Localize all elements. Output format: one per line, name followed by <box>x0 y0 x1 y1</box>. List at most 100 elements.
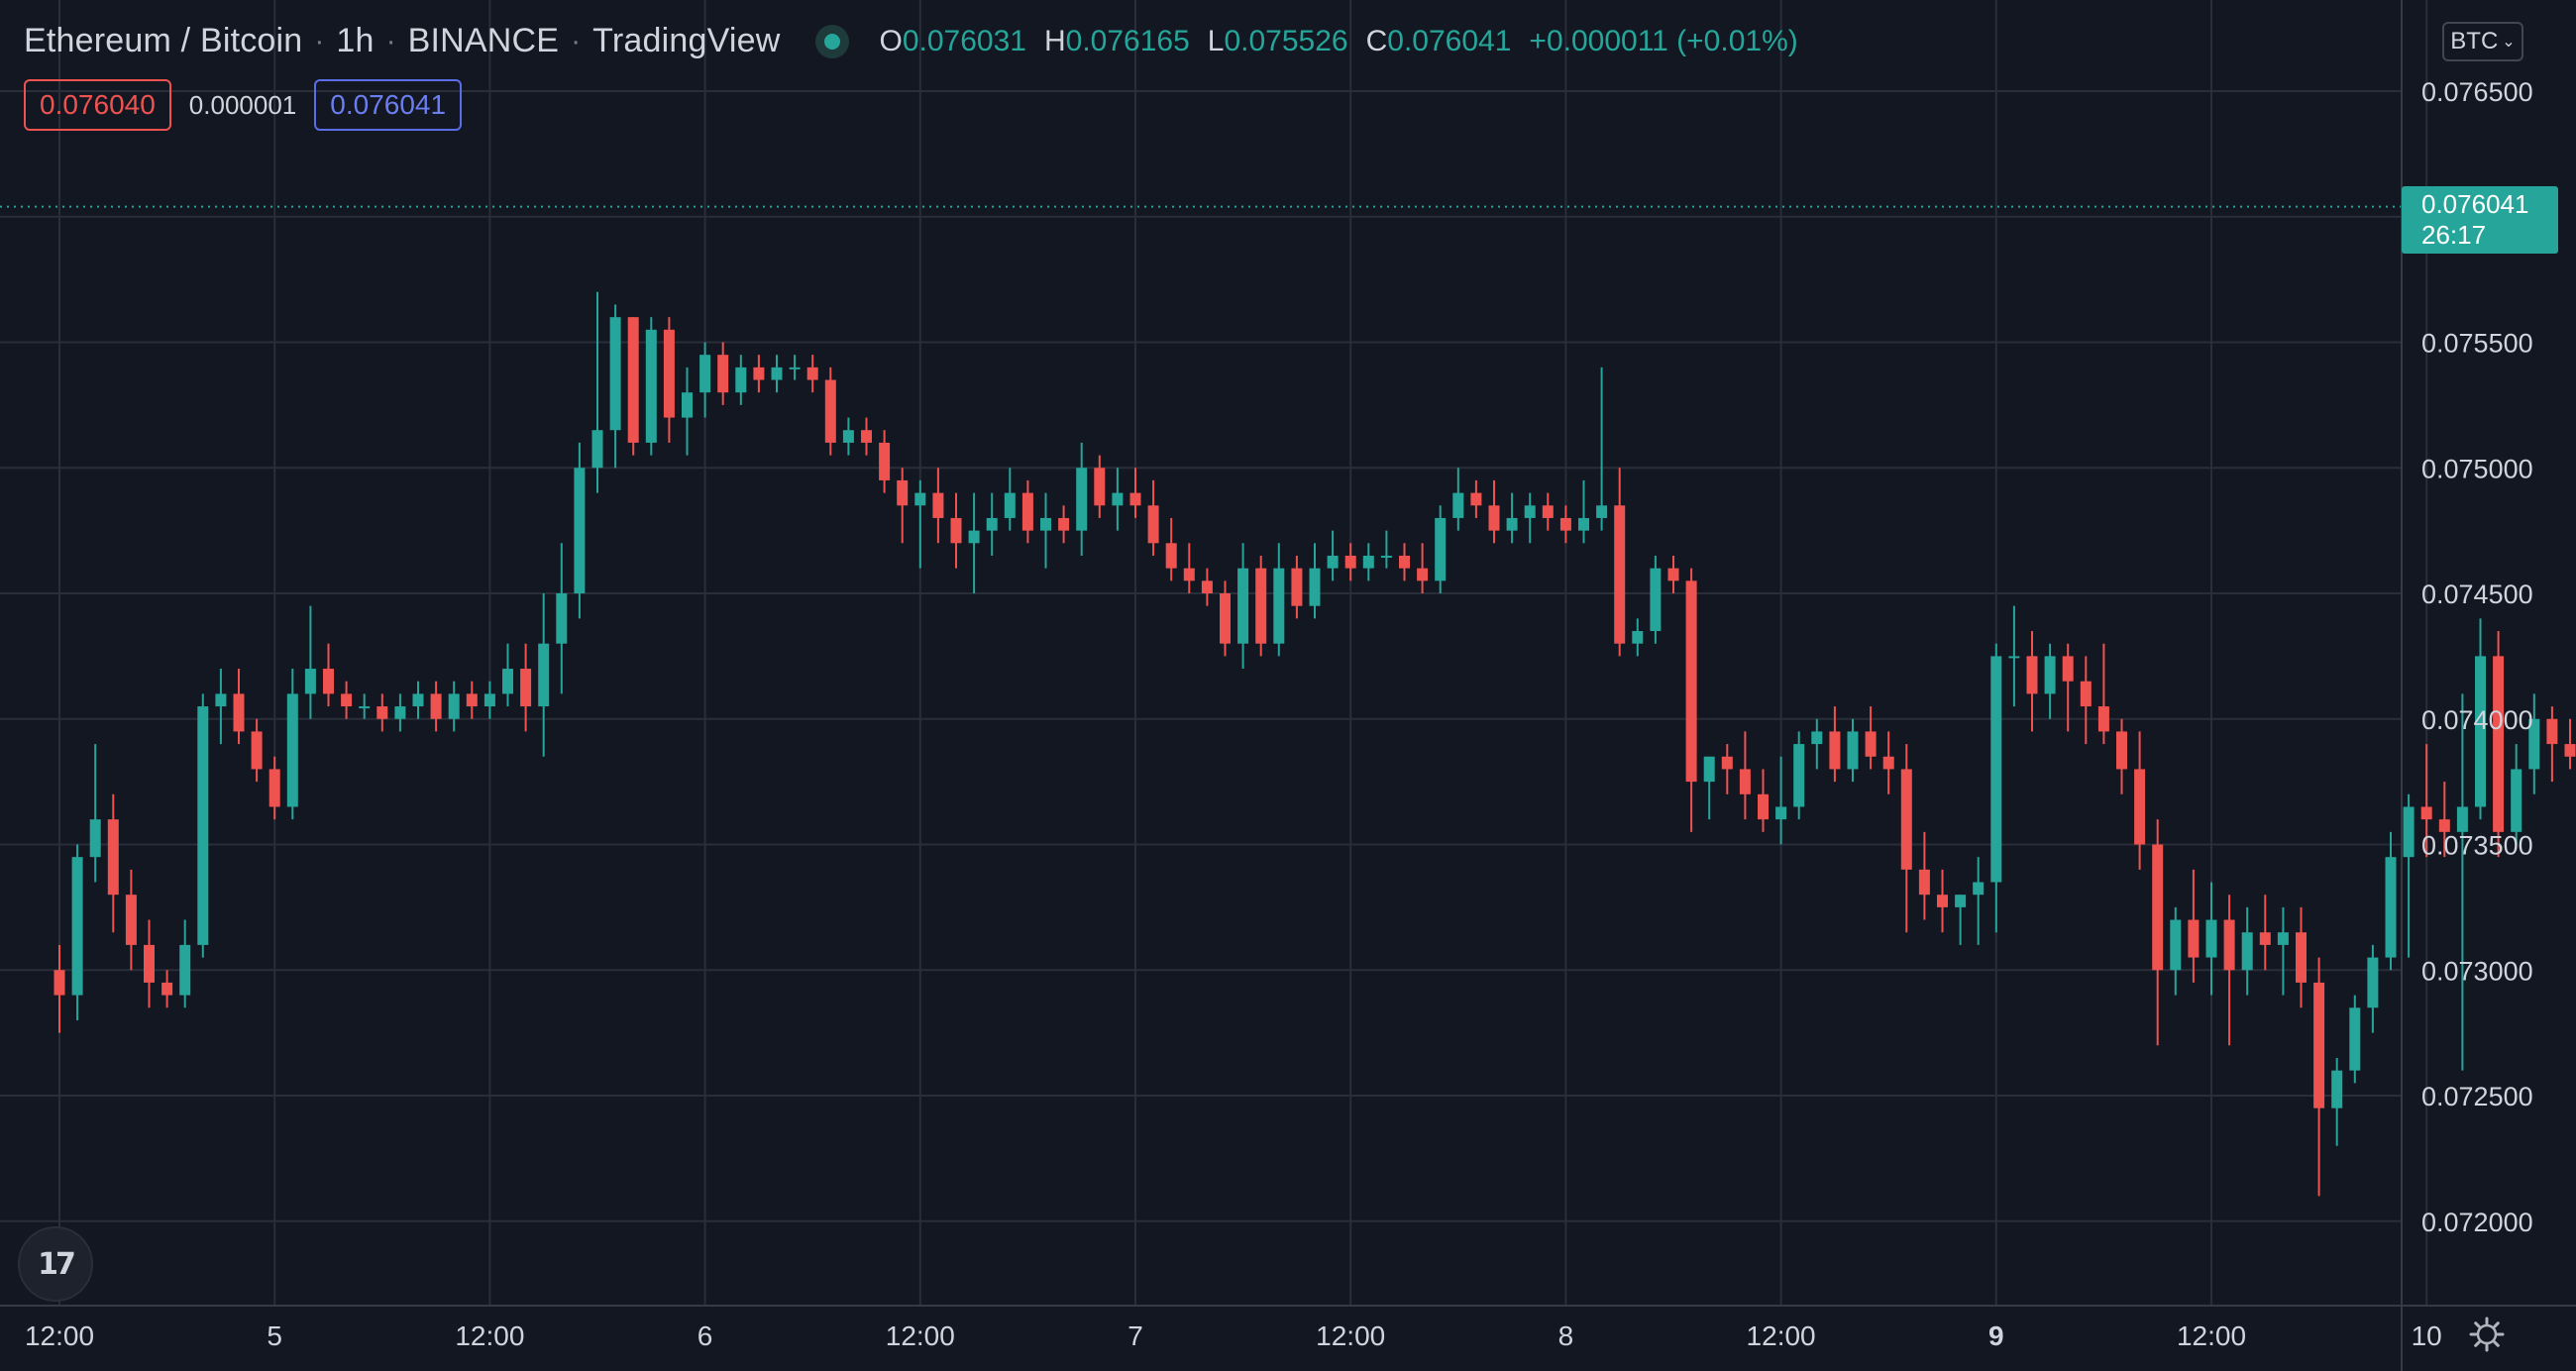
candle-body <box>2511 769 2522 832</box>
candle-body <box>2026 656 2038 694</box>
candle <box>502 643 513 707</box>
candle-body <box>197 706 209 945</box>
candle <box>2241 906 2253 996</box>
candle <box>1632 618 1644 657</box>
candle-body <box>1488 505 1500 531</box>
candle-body <box>556 593 568 644</box>
tradingview-logo-icon[interactable]: 17 <box>18 1226 93 1302</box>
candle <box>286 669 298 820</box>
candle-body <box>2331 1070 2343 1108</box>
candle <box>1793 731 1805 820</box>
candle <box>2205 882 2217 996</box>
candle <box>1955 895 1967 945</box>
candle-body <box>2205 919 2217 958</box>
candle-body <box>1559 517 1571 531</box>
candle-body <box>2062 656 2074 682</box>
candle-body <box>1273 568 1285 644</box>
candle-body <box>609 317 621 431</box>
candle <box>2438 782 2450 858</box>
candle <box>717 342 729 405</box>
candle-body <box>1255 568 1267 644</box>
candle <box>1488 479 1500 544</box>
candle-body <box>1165 543 1177 569</box>
candle-body <box>376 706 388 719</box>
candle-body <box>1058 517 1070 531</box>
interval-label[interactable]: 1h <box>336 22 375 59</box>
candle-body <box>1937 895 1948 907</box>
candle-body <box>233 693 245 732</box>
x-tick-label: 12:00 <box>2177 1320 2246 1351</box>
candle-body <box>520 669 532 707</box>
candle <box>914 479 926 569</box>
candle <box>1452 468 1464 531</box>
spread-value: 0.000001 <box>188 89 297 120</box>
candle-body <box>771 367 783 380</box>
candle-body <box>2367 957 2379 1008</box>
candle-body <box>1775 806 1787 820</box>
candle-body <box>215 693 227 707</box>
candle-body <box>1470 492 1482 506</box>
candle-body <box>538 643 550 707</box>
candle <box>1273 543 1285 657</box>
candle-body <box>699 355 711 393</box>
candle-body <box>2259 932 2271 945</box>
candle-body <box>1667 568 1679 581</box>
x-tick-label: 5 <box>267 1320 282 1351</box>
candle <box>54 944 65 1033</box>
candle <box>197 693 209 958</box>
symbol-name[interactable]: Ethereum / Bitcoin <box>24 22 303 59</box>
candle <box>2493 631 2505 858</box>
candle-body <box>1882 756 1894 770</box>
candle-body <box>107 819 119 896</box>
candle-body <box>2313 982 2325 1108</box>
currency-dropdown[interactable]: BTC ⌄ <box>2442 22 2523 61</box>
candle-body <box>251 731 263 770</box>
trade-price-row: 0.076040 0.000001 0.076041 <box>24 79 463 131</box>
y-tick-label: 0.076500 <box>2421 77 2533 107</box>
candle <box>2367 944 2379 1033</box>
ohlc-low-value: 0.075526 <box>1224 24 1348 57</box>
candle <box>1614 468 1626 657</box>
candle-body <box>2420 806 2432 820</box>
y-tick-label: 0.073000 <box>2421 956 2533 986</box>
candle <box>520 643 532 732</box>
candle <box>609 304 621 469</box>
candle <box>1327 530 1339 581</box>
candle-body <box>2456 806 2468 832</box>
candle <box>1650 555 1662 644</box>
ohlc-close: C0.076041 <box>1366 25 1512 58</box>
y-tick-label: 0.072500 <box>2421 1082 2533 1111</box>
candle-body <box>1865 731 1877 757</box>
candle-body <box>2223 919 2235 971</box>
candle <box>2152 819 2164 1046</box>
candle <box>304 605 316 719</box>
candle-body <box>682 392 693 418</box>
x-tick-label: 7 <box>1127 1320 1143 1351</box>
candle-body <box>950 517 962 544</box>
candle-body <box>1973 882 1985 896</box>
ohlc-open-value: 0.076031 <box>902 24 1026 57</box>
sell-price-button[interactable]: 0.076040 <box>24 79 171 131</box>
candle-body <box>1703 756 1715 783</box>
candle <box>1918 831 1930 920</box>
candle <box>2008 605 2020 707</box>
candles <box>54 291 2576 1197</box>
settings-gear-icon[interactable] <box>2465 1313 2509 1356</box>
candle-body <box>2475 656 2486 807</box>
y-tick-label: 0.074500 <box>2421 580 2533 609</box>
candle-body <box>2385 857 2397 958</box>
candle <box>645 317 657 456</box>
candle <box>2223 895 2235 1046</box>
candle <box>1829 706 1841 783</box>
candle-body <box>1829 731 1841 770</box>
candle-body <box>2188 919 2200 958</box>
buy-price-button[interactable]: 0.076041 <box>314 79 463 131</box>
y-tick-label: 0.073500 <box>2421 831 2533 861</box>
candle <box>1721 744 1733 794</box>
candle-body <box>1327 555 1339 569</box>
candle-body <box>341 693 353 707</box>
candle <box>430 681 442 732</box>
candle-body <box>1147 505 1159 544</box>
